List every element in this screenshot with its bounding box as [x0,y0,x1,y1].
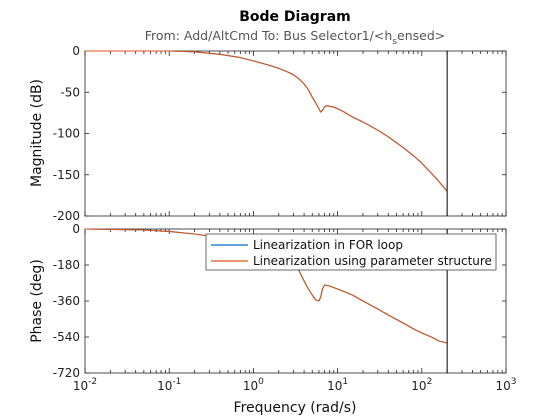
magnitude-series-line-1 [85,50,448,192]
x-tick-label: 100 [243,377,264,393]
x-tick-label: 10-1 [157,377,181,393]
x-tick-exponent: 0 [258,377,264,387]
phase-ytick-label: -180 [53,258,80,272]
magnitude-ticks: 0 -50 -100 -150 -200 [53,44,507,223]
phase-ytick-label: -720 [53,366,80,380]
x-tick-label: 101 [327,377,348,393]
magnitude-axes-frame [84,50,507,217]
magnitude-ylabel: Magnitude (dB) [29,79,45,187]
phase-ytick-label: -540 [53,330,80,344]
phase-ytick-label: -360 [53,294,80,308]
x-tick-base: 10 [411,379,426,393]
x-tick-exponent: -1 [172,377,181,387]
x-tick-label: 10-2 [73,377,97,393]
x-tick-base: 10 [327,379,342,393]
phase-ytick-label: 0 [72,222,80,236]
x-tick-exponent: 2 [427,377,433,387]
magnitude-ytick-label: -200 [53,209,80,223]
x-tick-exponent: -2 [88,377,97,387]
magnitude-ytick-label: -150 [53,168,80,182]
x-tick-base: 10 [243,379,258,393]
legend-label-for-loop: Linearization in FOR loop [253,238,403,252]
x-axis-label: Frequency (rad/s) [234,400,357,416]
subtitle-end: ensed> [397,28,445,43]
magnitude-panel: 0 -50 -100 -150 -200 Magnitude (dB) [29,44,507,223]
chart-title: Bode Diagram [239,9,351,25]
subtitle-main: From: Add/AltCmd To: Bus Selector1/<h [145,28,393,43]
magnitude-ytick-label: -100 [53,127,80,141]
x-tick-exponent: 3 [511,377,517,387]
x-tick-labels: 10-2 10-1 100 101 102 103 [73,377,517,393]
magnitude-lines [85,50,448,216]
legend: Linearization in FOR loop Linearization … [205,233,497,271]
x-tick-label: 102 [411,377,432,393]
x-tick-base: 10 [495,379,510,393]
x-tick-label: 103 [495,377,516,393]
magnitude-ytick-label: 0 [72,44,80,58]
chart-subtitle: From: Add/AltCmd To: Bus Selector1/<hsen… [145,28,445,47]
phase-ylabel: Phase (deg) [29,259,45,343]
magnitude-ytick-label: -50 [60,85,80,99]
x-tick-exponent: 1 [342,377,348,387]
x-tick-base: 10 [73,379,88,393]
phase-ticks: 0 -180 -360 -540 -720 [53,222,507,380]
subtitle-subscript: s [392,37,397,47]
legend-label-parameter-structure: Linearization using parameter structure [253,254,492,268]
legend-box [205,233,497,271]
x-tick-base: 10 [157,379,172,393]
